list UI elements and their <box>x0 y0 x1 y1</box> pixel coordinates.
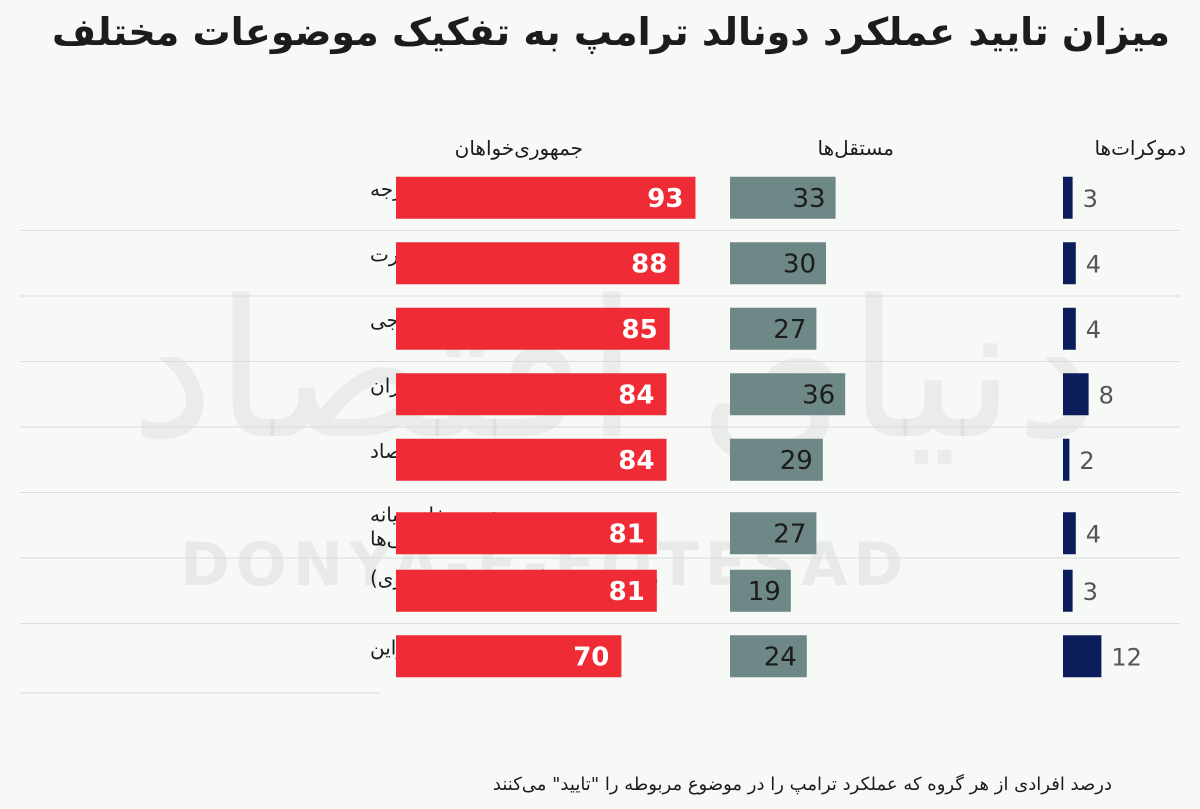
value-label-independents: 27 <box>773 519 806 549</box>
legend-republicans: جمهوری‌خواهان <box>454 136 583 160</box>
value-label-republicans: 85 <box>622 315 658 345</box>
footnote: درصد افرادی از هر گروه که عملکرد ترامپ ر… <box>492 774 1112 795</box>
value-label-republicans: 81 <box>609 577 645 607</box>
legend-independents: مستقل‌ها <box>817 136 895 160</box>
value-label-democrats: 12 <box>1111 643 1142 671</box>
bar-republicans <box>396 373 667 416</box>
bar-democrats <box>1063 569 1073 612</box>
bar-democrats <box>1063 307 1076 350</box>
value-label-independents: 29 <box>780 446 813 476</box>
value-label-republicans: 88 <box>631 249 667 279</box>
bar-independents <box>730 512 817 555</box>
value-label-democrats: 8 <box>1099 381 1114 409</box>
bar-republicans <box>396 438 667 481</box>
bar-republicans <box>396 569 657 612</box>
bar-independents <box>730 635 807 678</box>
chart-title: میزان تایید عملکرد دونالد ترامپ به تفکیک… <box>52 10 1170 54</box>
bar-independents <box>730 176 836 219</box>
value-label-independents: 27 <box>773 315 806 345</box>
value-label-independents: 19 <box>748 577 781 607</box>
bar-republicans <box>396 635 622 678</box>
bar-independents <box>730 242 826 285</box>
bar-democrats <box>1063 373 1089 416</box>
bar-republicans <box>396 512 657 555</box>
bar-republicans <box>396 242 680 285</box>
value-label-republicans: 84 <box>618 380 654 410</box>
value-label-republicans: 84 <box>618 446 654 476</box>
bar-independents <box>730 373 846 416</box>
value-label-republicans: 81 <box>609 519 645 549</box>
bar-democrats <box>1063 635 1102 678</box>
value-label-independents: 24 <box>764 642 797 672</box>
bar-independents <box>730 569 791 612</box>
bar-democrats <box>1063 242 1076 285</box>
bar-republicans <box>396 176 696 219</box>
value-label-independents: 30 <box>783 249 816 279</box>
value-label-democrats: 2 <box>1079 447 1094 475</box>
value-label-republicans: 70 <box>573 642 609 672</box>
value-label-democrats: 4 <box>1086 316 1101 344</box>
value-label-independents: 36 <box>802 380 835 410</box>
legend-democrats: دموکرات‌ها <box>1094 136 1186 160</box>
value-label-republicans: 93 <box>647 184 683 214</box>
value-label-democrats: 4 <box>1086 520 1101 548</box>
value-label-democrats: 4 <box>1086 250 1101 278</box>
value-label-democrats: 3 <box>1083 578 1098 606</box>
value-label-democrats: 3 <box>1083 185 1098 213</box>
bar-democrats <box>1063 176 1073 219</box>
bar-independents <box>730 307 817 350</box>
bar-republicans <box>396 307 670 350</box>
value-label-independents: 33 <box>793 184 826 214</box>
bar-democrats <box>1063 512 1076 555</box>
bar-independents <box>730 438 823 481</box>
bar-democrats <box>1063 438 1070 481</box>
